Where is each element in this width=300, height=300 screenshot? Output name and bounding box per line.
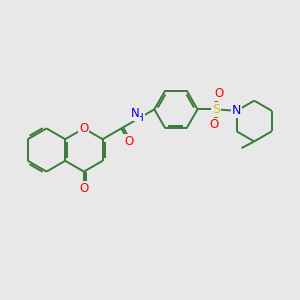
Text: O: O bbox=[209, 118, 218, 131]
Text: O: O bbox=[79, 122, 88, 135]
Text: S: S bbox=[212, 103, 220, 116]
Text: O: O bbox=[79, 182, 88, 195]
Text: O: O bbox=[124, 135, 134, 148]
Text: H: H bbox=[136, 112, 144, 123]
Text: N: N bbox=[232, 104, 241, 117]
Text: N: N bbox=[130, 107, 139, 120]
Text: O: O bbox=[214, 87, 223, 100]
